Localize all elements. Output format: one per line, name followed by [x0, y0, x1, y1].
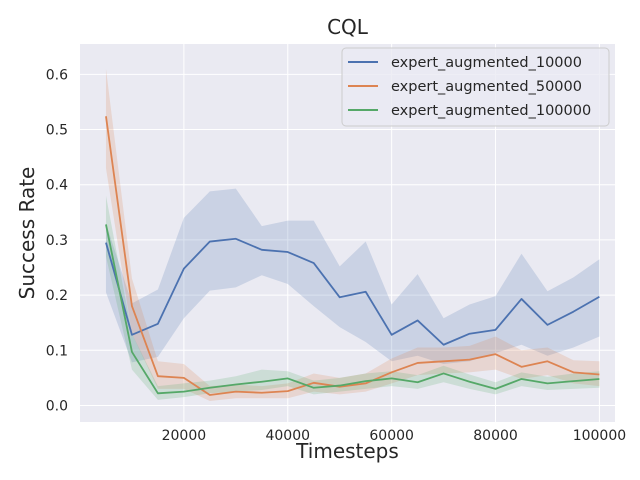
y-tick-label: 0.5 [46, 123, 68, 139]
x-tick-label: 60000 [369, 428, 414, 444]
y-tick-label: 0.2 [46, 288, 68, 304]
x-tick-label: 100000 [573, 428, 626, 444]
series-line-expert_augmented_50000 [105, 116, 600, 396]
series-line-expert_augmented_100000 [105, 224, 600, 395]
series-line-expert_augmented_10000 [105, 237, 600, 346]
confidence-band-expert_augmented_10000 [105, 188, 600, 365]
legend-label-expert_augmented_10000: expert_augmented_10000 [391, 55, 582, 71]
x-tick-label: 80000 [473, 428, 518, 444]
y-tick-labels: 0.0 0.1 0.2 0.3 0.4 0.5 0.6 [46, 67, 68, 414]
x-tick-labels: 20000 40000 60000 80000 100000 [162, 428, 627, 444]
y-tick-label: 0.6 [46, 67, 68, 83]
legend-label-expert_augmented_100000: expert_augmented_100000 [391, 103, 591, 119]
confidence-band-expert_augmented_100000 [105, 195, 600, 400]
series-lines [105, 116, 600, 396]
y-tick-label: 0.4 [46, 178, 68, 194]
x-tick-label: 40000 [265, 428, 310, 444]
y-axis-label: Success Rate [15, 167, 39, 300]
y-tick-label: 0.3 [46, 233, 68, 249]
legend-label-expert_augmented_50000: expert_augmented_50000 [391, 79, 582, 95]
chart-title: CQL [327, 15, 369, 39]
x-axis-label: Timesteps [295, 439, 399, 463]
y-tick-label: 0.0 [46, 398, 68, 414]
y-tick-label: 0.1 [46, 343, 68, 359]
x-tick-label: 20000 [162, 428, 207, 444]
legend: expert_augmented_10000 expert_augmented_5… [341, 47, 610, 127]
legend-box [341, 47, 610, 127]
